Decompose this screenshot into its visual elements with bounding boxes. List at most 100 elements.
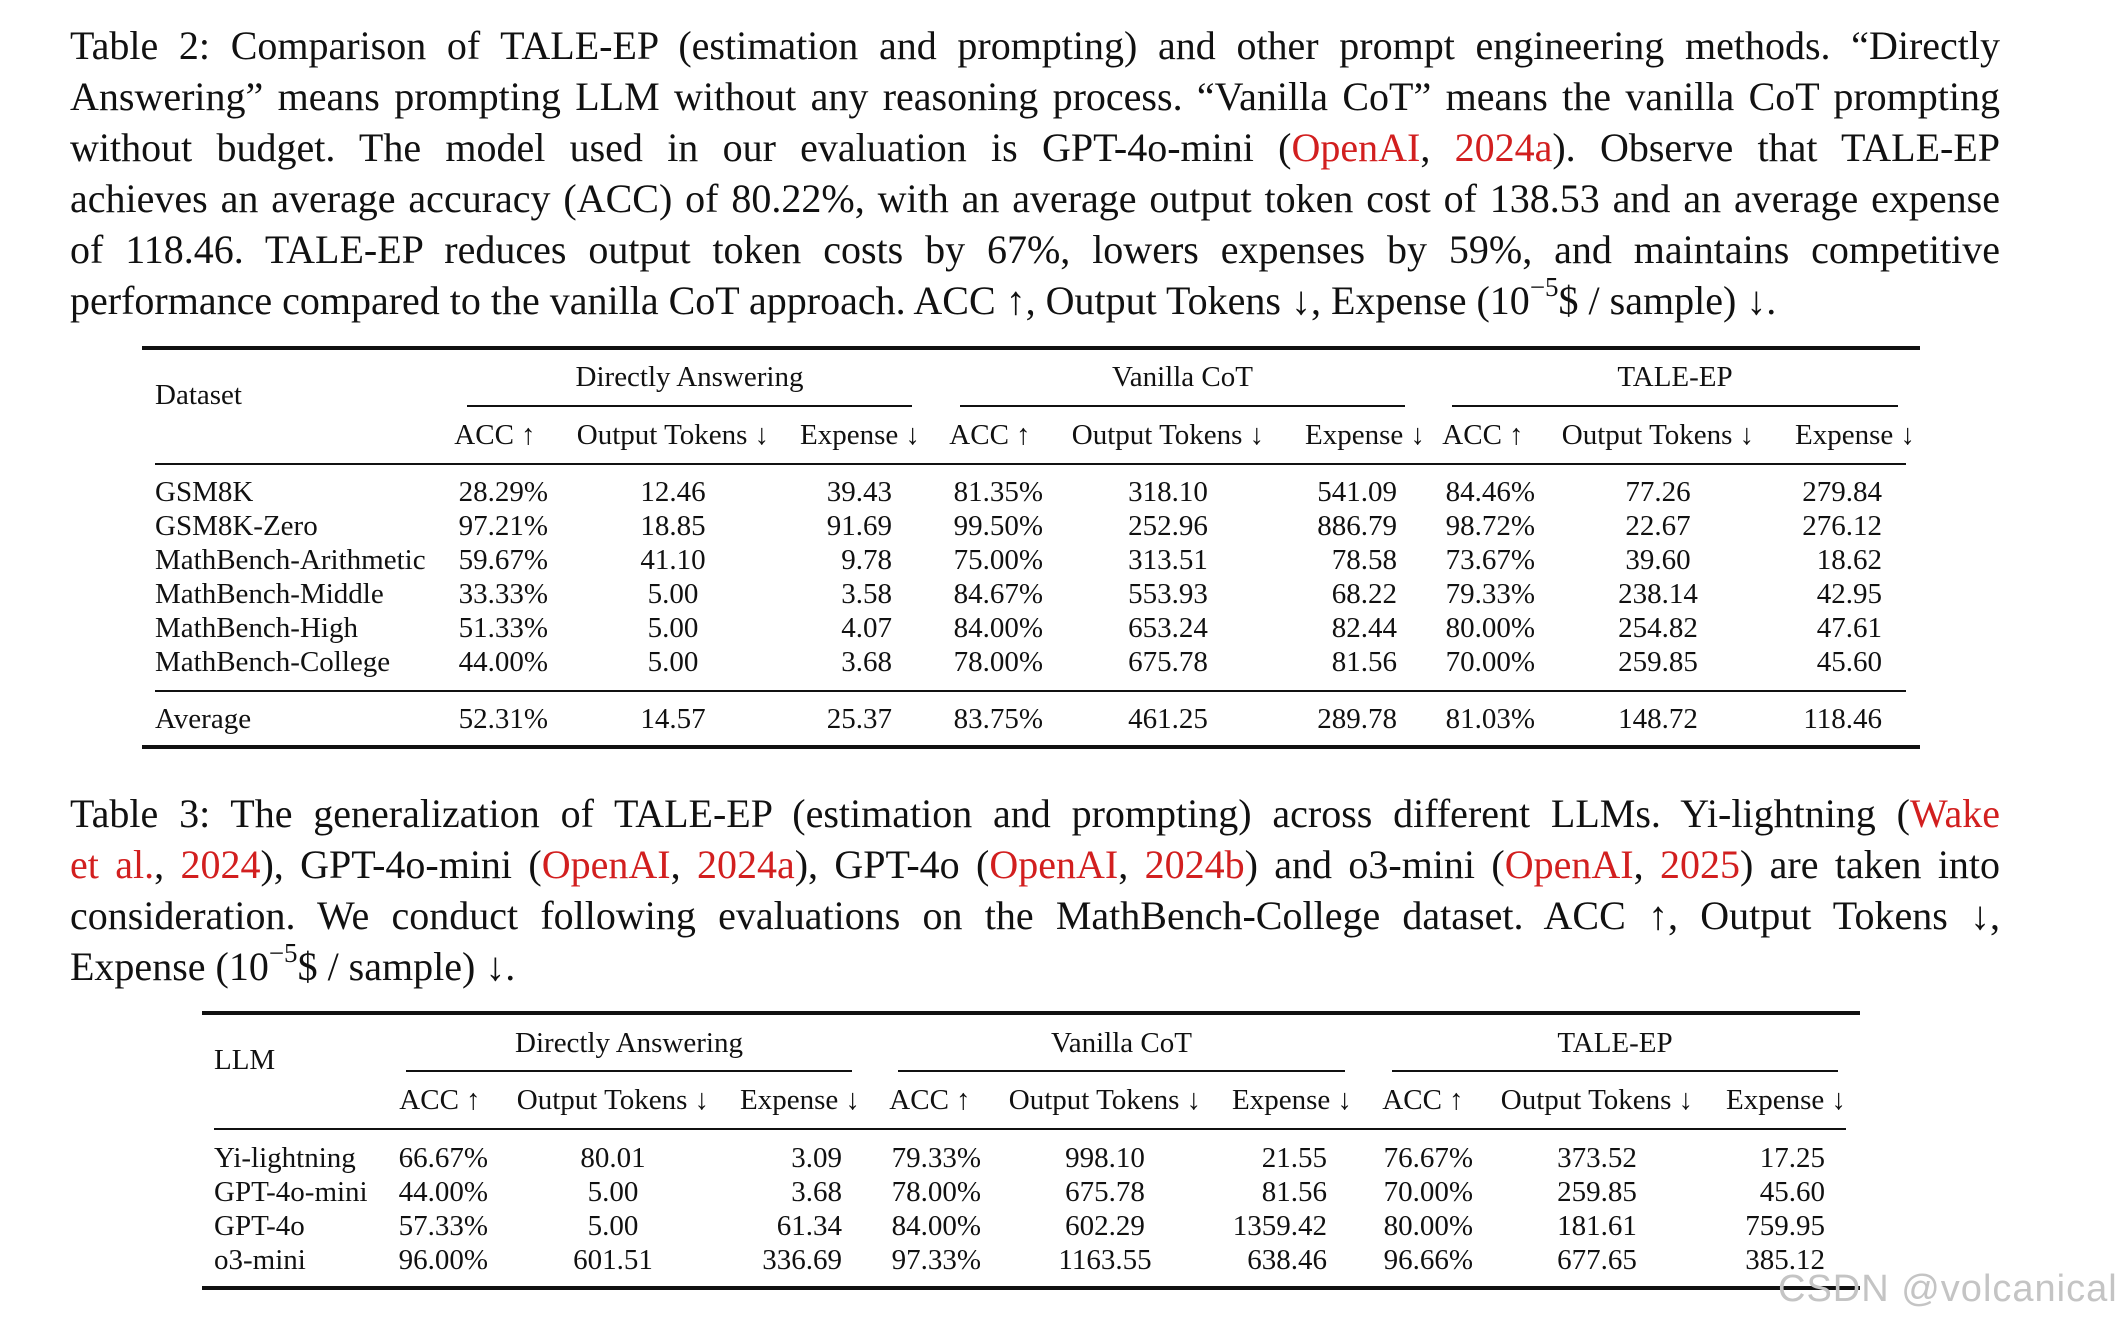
table-cell: 677.65 [1557, 1244, 1637, 1276]
column-group-header: Directly Answering [515, 1027, 743, 1059]
table-cell: 254.82 [1618, 612, 1698, 644]
table-cell: 99.50% [953, 510, 1043, 542]
column-header: ACC ↑ [1382, 1084, 1464, 1116]
citation-link[interactable]: OpenAI [1504, 842, 1634, 887]
table-rule [1392, 1070, 1838, 1072]
table-cell: 80.01 [580, 1142, 646, 1174]
table-cell: 675.78 [1128, 646, 1208, 678]
caption-line: without budget. The model used in our ev… [70, 122, 2000, 173]
table-cell: 84.67% [953, 578, 1043, 610]
table-cell: 47.61 [1816, 612, 1882, 644]
table-cell: 82.44 [1331, 612, 1397, 644]
caption-text: Answering” means prompting LLM without a… [70, 74, 2000, 119]
caption-text: ) and o3-mini ( [1244, 842, 1505, 887]
row-label: Yi-lightning [214, 1142, 356, 1174]
table-cell: 98.72% [1445, 510, 1535, 542]
column-group-header: TALE-EP [1557, 1027, 1673, 1059]
superscript: −5 [268, 937, 298, 968]
caption-text: $ / sample) ↓. [1558, 278, 1777, 323]
row-label: MathBench-High [155, 612, 358, 644]
caption-text: of 118.46. TALE-EP reduces output token … [70, 227, 2000, 272]
caption-line: performance compared to the vanilla CoT … [70, 271, 2000, 326]
citation-link[interactable]: OpenAI [1291, 125, 1421, 170]
table-cell: 42.95 [1816, 578, 1882, 610]
table3-caption: Table 3: The generalization of TALE-EP (… [70, 788, 2000, 992]
table-cell: 97.33% [891, 1244, 981, 1276]
table-cell: 759.95 [1745, 1210, 1825, 1242]
watermark: CSDN @volcanical [1778, 1268, 2118, 1310]
table-cell: 461.25 [1128, 703, 1208, 735]
caption-line: Table 3: The generalization of TALE-EP (… [70, 788, 2000, 839]
table-cell: 3.68 [791, 1176, 842, 1208]
citation-link[interactable]: et al. [70, 842, 155, 887]
citation-link[interactable]: Wake [1909, 791, 2000, 836]
table-cell: 259.85 [1618, 646, 1698, 678]
table-rule [155, 463, 1906, 465]
row-label: o3-mini [214, 1244, 306, 1276]
table-cell: 80.00% [1445, 612, 1535, 644]
row-label: Average [155, 703, 252, 735]
citation-link[interactable]: 2025 [1659, 842, 1740, 887]
table-cell: 76.67% [1383, 1142, 1473, 1174]
caption-text: ). Observe that TALE-EP [1552, 125, 2001, 170]
row-label: GSM8K [155, 476, 254, 508]
table-cell: 96.66% [1383, 1244, 1473, 1276]
caption-line: Table 2: Comparison of TALE-EP (estimati… [70, 20, 2000, 71]
table-cell: 3.68 [841, 646, 892, 678]
column-header: Expense ↓ [1726, 1084, 1846, 1116]
table-cell: 259.85 [1557, 1176, 1637, 1208]
row-label: GSM8K-Zero [155, 510, 318, 542]
caption-text: ) are taken into [1739, 842, 2001, 887]
row-label: MathBench-Middle [155, 578, 384, 610]
citation-link[interactable]: OpenAI [541, 842, 671, 887]
table-cell: 44.00% [458, 646, 548, 678]
table-cell: 66.67% [398, 1142, 488, 1174]
caption-text: , [154, 842, 181, 887]
caption-text: performance compared to the vanilla CoT … [70, 278, 1530, 323]
table-cell: 3.58 [841, 578, 892, 610]
table-cell: 5.00 [587, 1176, 639, 1208]
table-cell: 148.72 [1618, 703, 1698, 735]
table-rule [142, 346, 1920, 350]
table-cell: 276.12 [1802, 510, 1882, 542]
table-cell: 385.12 [1745, 1244, 1825, 1276]
column-header: ACC ↑ [1442, 419, 1524, 451]
caption-text: Table 3: The generalization of TALE-EP (… [70, 791, 1910, 836]
caption-text: ), GPT-4o ( [794, 842, 990, 887]
column-header: ACC ↑ [399, 1084, 481, 1116]
table-cell: 81.03% [1445, 703, 1535, 735]
table-cell: 998.10 [1065, 1142, 1145, 1174]
caption-text: , [1420, 125, 1455, 170]
table-cell: 238.14 [1618, 578, 1698, 610]
row-label: GPT-4o [214, 1210, 305, 1242]
table-cell: 602.29 [1065, 1210, 1145, 1242]
citation-link[interactable]: OpenAI [989, 842, 1119, 887]
table-cell: 33.33% [458, 578, 548, 610]
table-cell: 57.33% [398, 1210, 488, 1242]
table-cell: 313.51 [1128, 544, 1208, 576]
citation-link[interactable]: 2024a [1454, 125, 1553, 170]
caption-text: Expense (10 [70, 944, 269, 989]
table-cell: 5.00 [647, 578, 699, 610]
table-cell: 653.24 [1128, 612, 1208, 644]
table-cell: 52.31% [458, 703, 548, 735]
citation-link[interactable]: 2024b [1144, 842, 1245, 887]
table-cell: 5.00 [587, 1210, 639, 1242]
table-rule [214, 1128, 1846, 1130]
table-cell: 39.43 [826, 476, 892, 508]
citation-link[interactable]: 2024a [696, 842, 795, 887]
table-cell: 5.00 [647, 612, 699, 644]
table-cell: 373.52 [1557, 1142, 1637, 1174]
table-cell: 80.00% [1383, 1210, 1473, 1242]
table-cell: 1359.42 [1232, 1210, 1327, 1242]
column-header: Expense ↓ [800, 419, 920, 451]
citation-link[interactable]: 2024 [180, 842, 261, 887]
table-cell: 51.33% [458, 612, 548, 644]
column-header: Output Tokens ↓ [1561, 419, 1755, 451]
table-cell: 73.67% [1445, 544, 1535, 576]
table-rule [142, 745, 1920, 749]
table-cell: 675.78 [1065, 1176, 1145, 1208]
caption-line: achieves an average accuracy (ACC) of 80… [70, 173, 2000, 224]
superscript: −5 [1529, 271, 1559, 302]
table-cell: 70.00% [1383, 1176, 1473, 1208]
